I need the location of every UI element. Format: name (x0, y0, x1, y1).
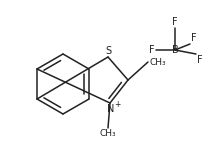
Text: F: F (172, 17, 178, 27)
Text: F: F (197, 55, 203, 65)
Text: F: F (149, 45, 155, 55)
Text: S: S (105, 46, 111, 56)
Text: B: B (172, 45, 178, 55)
Text: N: N (107, 104, 115, 114)
Text: +: + (114, 100, 120, 109)
Text: CH₃: CH₃ (100, 129, 116, 138)
Text: F: F (191, 33, 197, 43)
Text: CH₃: CH₃ (149, 57, 166, 66)
